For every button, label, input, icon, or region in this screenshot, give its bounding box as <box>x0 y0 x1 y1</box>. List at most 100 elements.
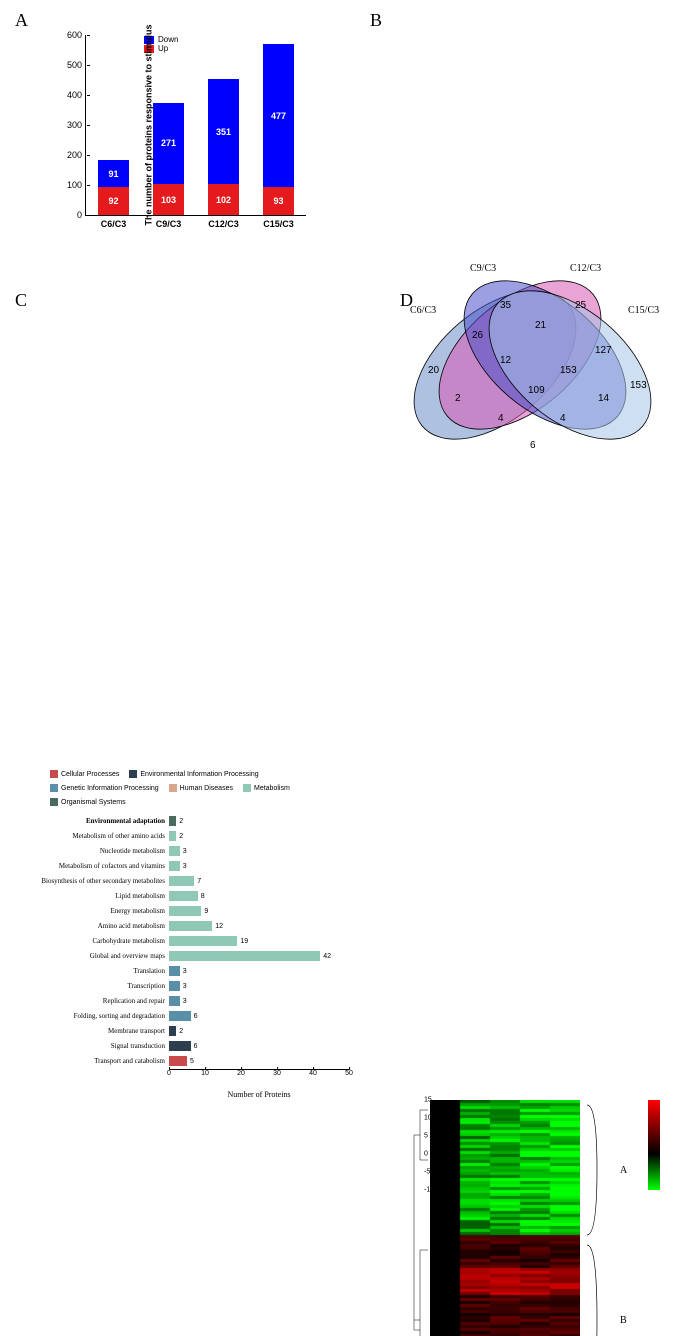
hbar-row: Translation3 <box>20 964 360 978</box>
venn-set-label: C9/C3 <box>470 263 496 274</box>
colorbar-tick: 10 <box>424 1115 660 1122</box>
row-label: Energy metabolism <box>20 907 169 915</box>
row-bar <box>169 1026 176 1036</box>
row-label: Membrane transport <box>20 1027 169 1035</box>
venn-count: 12 <box>500 355 511 366</box>
row-value: 19 <box>237 938 248 945</box>
row-bar <box>169 831 176 841</box>
row-bar <box>169 1041 191 1051</box>
row-bar <box>169 981 180 991</box>
legend-swatch <box>129 770 137 778</box>
row-bar <box>169 996 180 1006</box>
y-tick: 500 <box>67 60 86 70</box>
row-bar <box>169 936 237 946</box>
hbar-row: Transcription3 <box>20 979 360 993</box>
venn-count: 25 <box>575 300 586 311</box>
panel-label-a: A <box>15 10 28 31</box>
legend-swatch <box>50 784 58 792</box>
row-value: 3 <box>180 848 187 855</box>
y-tick: 200 <box>67 150 86 160</box>
x-tick: 0 <box>167 1070 171 1077</box>
row-value: 2 <box>176 1028 183 1035</box>
row-label: Carbohydrate metabolism <box>20 937 169 945</box>
x-tick: C6/C3 <box>101 215 127 229</box>
row-bar <box>169 891 198 901</box>
row-label: Amino acid metabolism <box>20 922 169 930</box>
colorbar-tick: 5 <box>424 1133 660 1140</box>
venn-set-label: C6/C3 <box>410 305 436 316</box>
row-label: Lipid metabolism <box>20 892 169 900</box>
legend-item: Human Diseases <box>169 784 233 792</box>
row-value: 8 <box>198 893 205 900</box>
hbar-row: Lipid metabolism 8 <box>20 889 360 903</box>
panel-label-b: B <box>370 10 382 31</box>
hbar-row: Metabolism of cofactors and vitamins 3 <box>20 859 360 873</box>
colorbar-tick: 0 <box>424 1151 660 1158</box>
legend-swatch <box>243 784 251 792</box>
plot-area: Down Up 919227110335110247793 0100200300… <box>85 35 306 216</box>
hbar-row: Amino acid metabolism12 <box>20 919 360 933</box>
legend-text: Genetic Information Processing <box>61 785 159 792</box>
panel-a-bar-chart: Down Up 919227110335110247793 0100200300… <box>35 25 315 245</box>
legend-swatch <box>50 770 58 778</box>
x-tick: 50 <box>345 1070 353 1077</box>
cluster-label: B <box>620 1315 627 1326</box>
row-label: Metabolism of cofactors and vitamins <box>20 862 169 870</box>
y-axis-label: The number of proteins responsive to sti… <box>144 24 154 225</box>
bar-segment: 92 <box>98 187 128 215</box>
row-value: 6 <box>191 1043 198 1050</box>
colorbar <box>648 1100 660 1190</box>
x-tick: C15/C3 <box>263 215 294 229</box>
category-legend: Cellular Processes Environmental Informat… <box>20 770 360 806</box>
panel-b-venn: C6/C3 C9/C3 C12/C3 C15/C3 20 35 25 153 2… <box>380 245 680 485</box>
bar: 47793 <box>263 44 293 215</box>
legend-label-up: Up <box>158 44 168 53</box>
x-axis-label: Number of Proteins <box>169 1090 349 1099</box>
venn-count: 21 <box>535 320 546 331</box>
hbar-row: Metabolism of other amino acids2 <box>20 829 360 843</box>
figure-root: A B C D Down Up 919227110335110247793 01… <box>10 10 675 658</box>
hbar-row: Energy metabolism 9 <box>20 904 360 918</box>
row-bar <box>169 1056 187 1066</box>
row-value: 3 <box>180 863 187 870</box>
row-bar <box>169 906 201 916</box>
venn-count: 109 <box>528 385 545 396</box>
panel-c-hbar: Cellular Processes Environmental Informat… <box>20 770 360 1100</box>
bar: 271103 <box>153 103 183 215</box>
bar-segment: 477 <box>263 44 293 187</box>
row-value: 7 <box>194 878 201 885</box>
colorbar-tick: 15 <box>424 1097 660 1104</box>
venn-count: 6 <box>530 440 536 451</box>
row-value: 3 <box>180 983 187 990</box>
hbar-row: Nucleotide metabolism 3 <box>20 844 360 858</box>
y-tick: 0 <box>77 210 86 220</box>
row-value: 9 <box>201 908 208 915</box>
panel-label-c: C <box>15 290 27 311</box>
hbar-row: Signal transduction6 <box>20 1039 360 1053</box>
row-value: 2 <box>176 833 183 840</box>
venn-count: 2 <box>455 393 461 404</box>
y-tick: 400 <box>67 90 86 100</box>
row-bar <box>169 966 180 976</box>
legend-text: Metabolism <box>254 785 290 792</box>
row-label: Nucleotide metabolism <box>20 847 169 855</box>
x-tick: 20 <box>237 1070 245 1077</box>
hbar-row: Carbohydrate metabolism 19 <box>20 934 360 948</box>
bar: 351102 <box>208 79 238 215</box>
bar-segment: 102 <box>208 184 238 215</box>
row-bar <box>169 921 212 931</box>
row-bar <box>169 876 194 886</box>
x-tick: 10 <box>201 1070 209 1077</box>
row-value: 3 <box>180 968 187 975</box>
legend-text: Human Diseases <box>180 785 233 792</box>
hbar-row: Membrane transport 2 <box>20 1024 360 1038</box>
row-value: 42 <box>320 953 331 960</box>
row-label: Biosynthesis of other secondary metaboli… <box>20 877 169 885</box>
legend-text: Cellular Processes <box>61 771 119 778</box>
hbar-row: Folding, sorting and degradation6 <box>20 1009 360 1023</box>
bar-segment: 271 <box>153 103 183 184</box>
venn-count: 153 <box>630 380 647 391</box>
venn-count: 4 <box>560 413 566 424</box>
legend-item: Environmental Information Processing <box>129 770 258 778</box>
panel-d-heatmap: A B -10-5051015 C3/C3C6/C3C9/C3C12/C3C15… <box>410 1100 660 1336</box>
